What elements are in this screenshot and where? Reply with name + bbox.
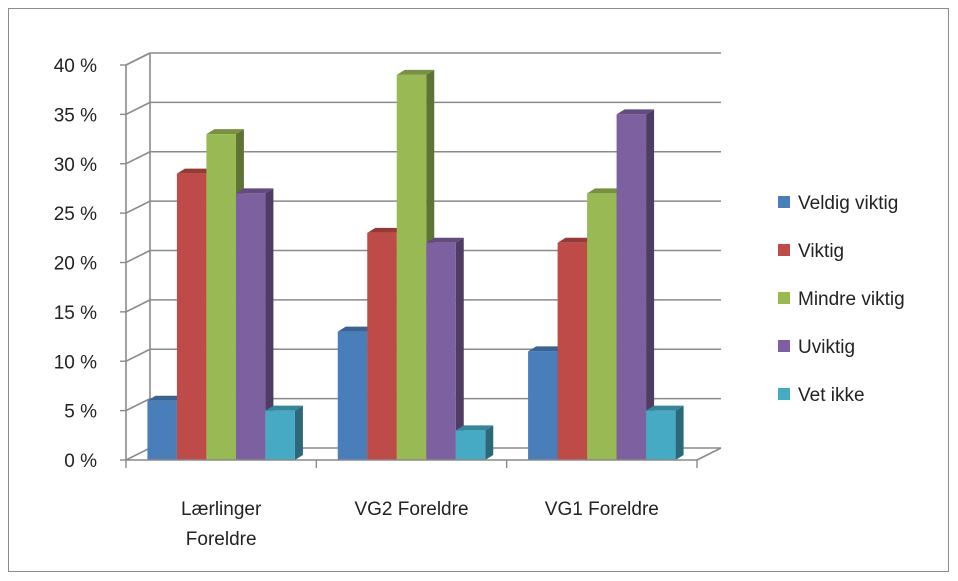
bar-side bbox=[675, 405, 684, 460]
legend-label: Viktig bbox=[798, 241, 844, 262]
bars-layer bbox=[147, 69, 684, 460]
bar-front bbox=[455, 430, 486, 460]
bar-front bbox=[337, 331, 368, 460]
bar-top bbox=[587, 188, 625, 194]
y-tick-label: 20 % bbox=[54, 254, 97, 275]
legend-label: Mindre viktig bbox=[798, 289, 905, 310]
y-tick-label: 0 % bbox=[64, 451, 97, 472]
y-axis-top-depth bbox=[125, 52, 151, 66]
bar-top bbox=[176, 168, 215, 174]
y-tick-label: 10 % bbox=[54, 352, 97, 373]
legend-swatch bbox=[778, 292, 790, 304]
x-tick-label: Foreldre bbox=[186, 529, 257, 550]
y-tick-label: 35 % bbox=[54, 105, 97, 126]
gridline-side bbox=[125, 447, 151, 461]
bar-top bbox=[646, 405, 684, 411]
bar-top bbox=[265, 405, 303, 411]
bar-front bbox=[646, 410, 676, 460]
gridline-side bbox=[125, 200, 151, 214]
bar-front bbox=[235, 193, 266, 460]
bar-front bbox=[176, 173, 207, 460]
bar-side bbox=[485, 425, 494, 460]
bar bbox=[616, 109, 655, 460]
bar bbox=[646, 405, 684, 460]
gridline-side bbox=[125, 348, 151, 362]
bar bbox=[426, 237, 464, 460]
gridline-side bbox=[125, 299, 151, 313]
y-tick-label: 30 % bbox=[54, 155, 97, 176]
bar-front bbox=[557, 242, 588, 460]
bar-front bbox=[265, 410, 295, 460]
x-tick-label: Lærlinger bbox=[181, 499, 262, 520]
legend: Veldig viktig Viktig Mindre viktig Uviktig V… bbox=[778, 193, 905, 406]
bar-side bbox=[265, 188, 274, 460]
y-tick-label: 5 % bbox=[64, 402, 97, 423]
legend-label: Uviktig bbox=[798, 337, 855, 358]
y-tick-label: 40 % bbox=[54, 56, 97, 77]
legend-swatch bbox=[778, 244, 790, 256]
bar-front bbox=[528, 351, 558, 460]
y-tick-label: 15 % bbox=[54, 303, 97, 324]
legend-swatch bbox=[778, 388, 790, 400]
axis-layer: 0 % 5 % 10 % 15 % 20 % 25 % 30 % 35 % 40 % Lærlin… bbox=[54, 52, 722, 550]
gridline-side bbox=[125, 249, 151, 264]
bar-top bbox=[206, 129, 244, 135]
bar bbox=[235, 188, 274, 460]
bar-front bbox=[426, 242, 456, 460]
bar-top bbox=[337, 326, 376, 332]
gridline-side bbox=[125, 151, 151, 165]
bar-top bbox=[426, 237, 464, 243]
bar bbox=[455, 425, 494, 460]
x-axis-depth bbox=[696, 447, 722, 461]
bar-top bbox=[147, 395, 185, 401]
x-tick-label: VG2 Foreldre bbox=[354, 499, 468, 520]
legend-item: Mindre viktig bbox=[778, 289, 905, 310]
bar-top bbox=[396, 69, 435, 75]
legend-swatch bbox=[778, 340, 790, 352]
bar-top bbox=[367, 227, 405, 233]
bar-side bbox=[294, 405, 303, 460]
bar bbox=[265, 405, 303, 460]
legend-label: Vet ikke bbox=[798, 385, 865, 406]
bar-front bbox=[616, 114, 647, 460]
legend-label: Veldig viktig bbox=[798, 193, 898, 214]
bar-top bbox=[455, 425, 494, 431]
bar-side bbox=[455, 237, 464, 460]
bar-front bbox=[206, 134, 236, 460]
bar-side bbox=[646, 109, 655, 460]
bar-front bbox=[587, 193, 617, 460]
bar-front bbox=[147, 400, 177, 460]
bar-top bbox=[235, 188, 274, 194]
y-tick-label: 25 % bbox=[54, 204, 97, 225]
legend-item: Uviktig bbox=[778, 337, 855, 358]
x-tick-label: VG1 Foreldre bbox=[545, 499, 659, 520]
bar-front bbox=[367, 232, 397, 460]
bar-front bbox=[396, 74, 427, 460]
legend-item: Viktig bbox=[778, 241, 844, 262]
legend-item: Vet ikke bbox=[778, 385, 865, 406]
legend-item: Veldig viktig bbox=[778, 193, 898, 214]
gridline-side bbox=[125, 101, 151, 116]
bar-top bbox=[528, 346, 566, 352]
bar-top bbox=[616, 109, 655, 115]
gridline-side bbox=[125, 397, 151, 412]
bar-top bbox=[557, 237, 596, 243]
legend-swatch bbox=[778, 196, 790, 208]
